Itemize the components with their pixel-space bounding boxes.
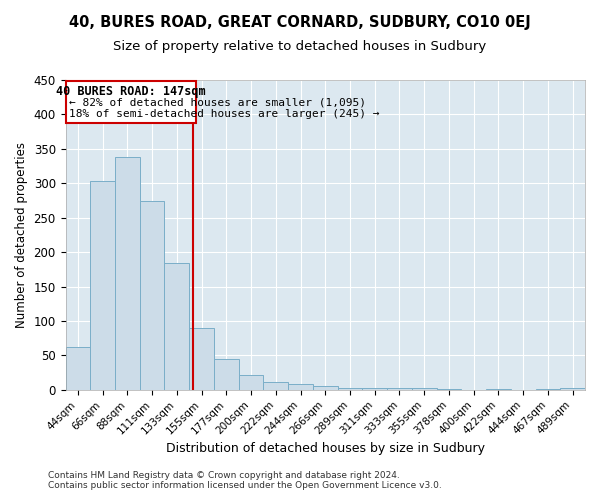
Bar xyxy=(214,359,239,390)
Bar xyxy=(338,388,362,390)
Text: 18% of semi-detached houses are larger (245) →: 18% of semi-detached houses are larger (… xyxy=(69,110,380,120)
Bar xyxy=(65,347,90,390)
Bar xyxy=(412,388,437,390)
Bar xyxy=(263,382,288,390)
Text: Contains HM Land Registry data © Crown copyright and database right 2024.
Contai: Contains HM Land Registry data © Crown c… xyxy=(48,470,442,490)
Text: Size of property relative to detached houses in Sudbury: Size of property relative to detached ho… xyxy=(113,40,487,53)
Bar xyxy=(362,388,387,390)
Bar xyxy=(189,328,214,390)
Bar xyxy=(486,389,511,390)
Bar xyxy=(115,157,140,390)
Bar xyxy=(536,389,560,390)
Bar xyxy=(437,389,461,390)
Text: ← 82% of detached houses are smaller (1,095): ← 82% of detached houses are smaller (1,… xyxy=(69,98,366,108)
Bar xyxy=(239,374,263,390)
Bar xyxy=(90,181,115,390)
Bar xyxy=(288,384,313,390)
Bar xyxy=(65,82,196,124)
Text: 40, BURES ROAD, GREAT CORNARD, SUDBURY, CO10 0EJ: 40, BURES ROAD, GREAT CORNARD, SUDBURY, … xyxy=(69,15,531,30)
Bar xyxy=(140,200,164,390)
Bar xyxy=(560,388,585,390)
Bar xyxy=(387,388,412,390)
Bar xyxy=(164,263,189,390)
Y-axis label: Number of detached properties: Number of detached properties xyxy=(15,142,28,328)
Bar xyxy=(313,386,338,390)
Text: 40 BURES ROAD: 147sqm: 40 BURES ROAD: 147sqm xyxy=(56,84,206,98)
X-axis label: Distribution of detached houses by size in Sudbury: Distribution of detached houses by size … xyxy=(166,442,485,455)
